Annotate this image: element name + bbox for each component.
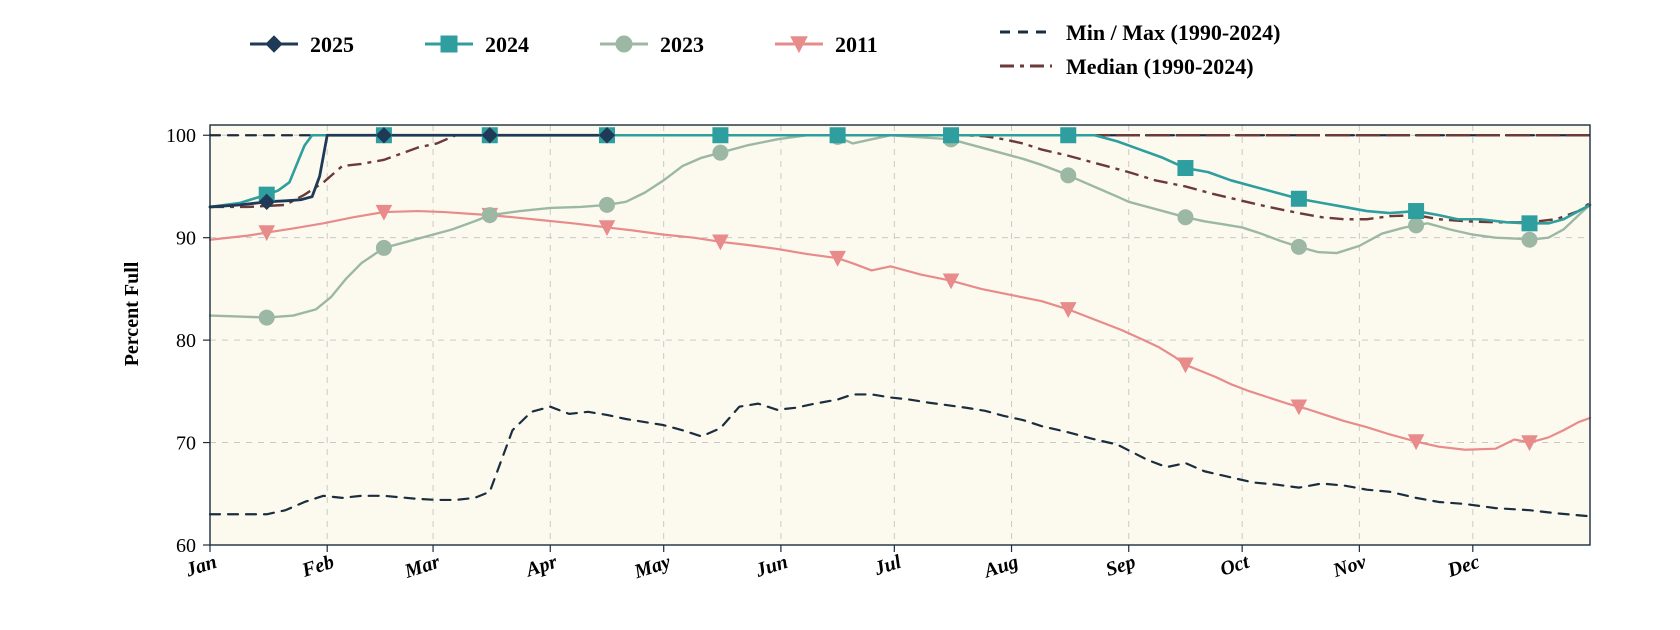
svg-text:2024: 2024 — [485, 32, 529, 57]
svg-text:Oct: Oct — [1217, 550, 1253, 580]
svg-text:Jun: Jun — [752, 551, 790, 582]
svg-text:Feb: Feb — [298, 551, 336, 582]
svg-text:Sep: Sep — [1103, 551, 1138, 581]
svg-text:Aug: Aug — [980, 551, 1021, 583]
svg-text:2023: 2023 — [660, 32, 704, 57]
svg-text:2011: 2011 — [835, 32, 878, 57]
svg-text:Min / Max (1990-2024): Min / Max (1990-2024) — [1066, 20, 1280, 45]
svg-text:Mar: Mar — [401, 551, 443, 583]
svg-text:80: 80 — [176, 330, 196, 352]
svg-text:Nov: Nov — [1329, 550, 1370, 582]
svg-text:May: May — [631, 551, 674, 584]
svg-text:2025: 2025 — [310, 32, 354, 57]
svg-text:Jul: Jul — [871, 551, 905, 581]
svg-text:70: 70 — [176, 433, 196, 455]
svg-text:Dec: Dec — [1444, 551, 1482, 582]
svg-text:100: 100 — [166, 125, 196, 147]
svg-text:90: 90 — [176, 228, 196, 250]
svg-text:60: 60 — [176, 535, 196, 557]
reservoir-chart: 60708090100Percent FullJanFebMarAprMayJu… — [0, 0, 1680, 630]
chart-svg: 60708090100Percent FullJanFebMarAprMayJu… — [0, 0, 1680, 630]
svg-text:Apr: Apr — [522, 551, 561, 582]
svg-text:Percent Full: Percent Full — [121, 261, 143, 366]
svg-text:Median (1990-2024): Median (1990-2024) — [1066, 54, 1254, 79]
